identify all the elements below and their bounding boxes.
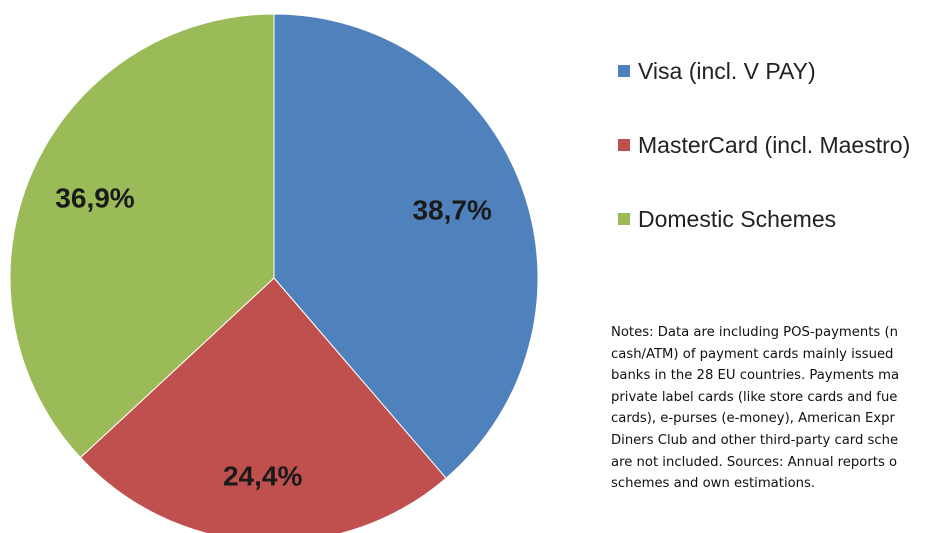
legend-item-domestic: Domestic Schemes [618,206,910,232]
notes-line: banks in the 28 EU countries. Payments m… [611,368,900,384]
legend-swatch-mastercard [618,139,630,151]
pie-value-label-mastercard: 24,4% [223,461,302,492]
pie-slices [9,13,539,533]
pie-value-label-visa: 38,7% [412,194,491,225]
notes-line: are not included. Sources: Annual report… [611,454,898,470]
notes-line: schemes and own estimations. [611,476,816,492]
pie-slice-domestic [9,13,275,459]
notes-line: cash/ATM) of payment cards mainly issued [611,346,894,362]
pie-value-labels: 38,7% 24,4% 36,9% [55,182,492,491]
legend-swatch-domestic [618,213,630,225]
pie-slice-mastercard [79,277,447,533]
pie-slice-visa [273,13,539,479]
chart-legend: Visa (incl. V PAY) MasterCard (incl. Mae… [618,58,910,280]
legend-label-visa: Visa (incl. V PAY) [638,57,816,84]
notes-line: private label cards (like store cards an… [611,389,898,405]
legend-swatch-visa [618,65,630,77]
legend-label-mastercard: MasterCard (incl. Maestro) [638,131,911,158]
notes-line: Notes: Data are including POS-payments (… [611,325,898,340]
chart-notes: Notes: Data are including POS-payments (… [611,322,938,495]
legend-item-visa: Visa (incl. V PAY) [618,58,910,84]
notes-line: cards), e-purses (e-money), American Exp… [611,411,895,427]
pie-value-label-domestic: 36,9% [55,182,134,213]
notes-line: Diners Club and other third-party card s… [611,432,899,448]
legend-label-domestic: Domestic Schemes [638,205,837,232]
legend-item-mastercard: MasterCard (incl. Maestro) [618,132,910,158]
